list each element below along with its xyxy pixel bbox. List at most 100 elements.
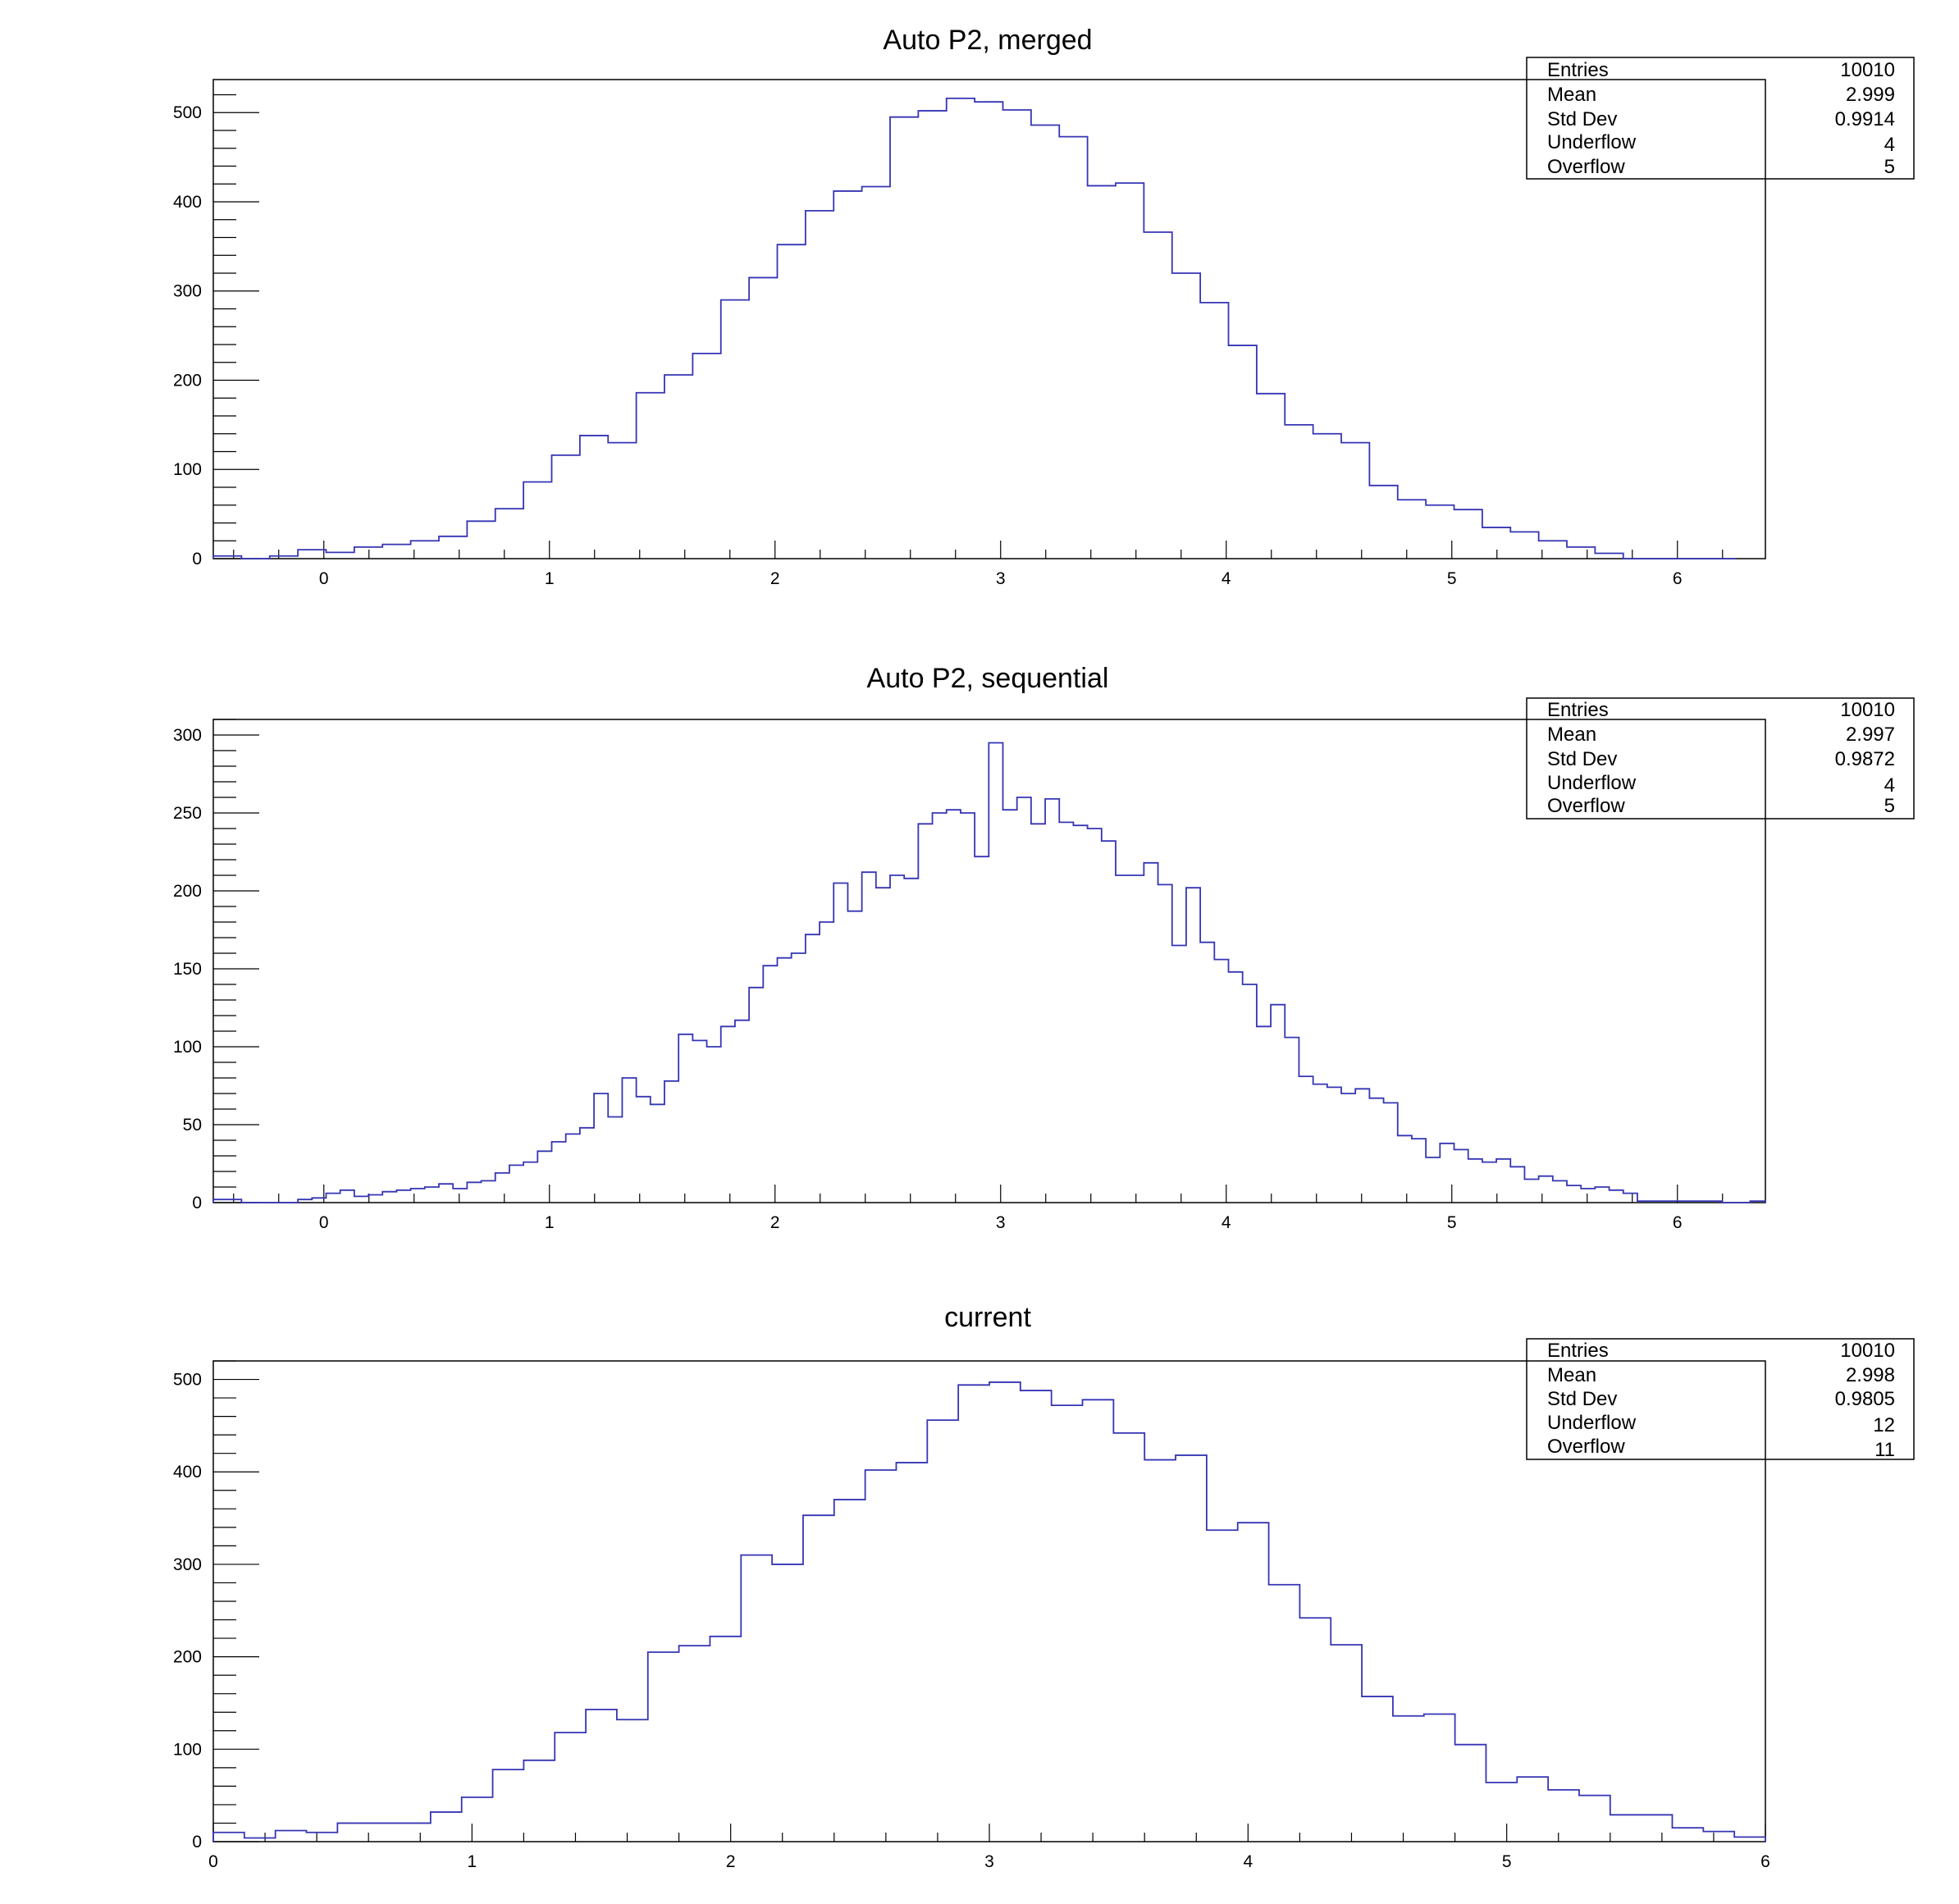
histogram-bin — [1021, 1390, 1052, 1842]
stat-label-entries: Entries — [1547, 59, 1609, 81]
histogram-bin — [876, 888, 890, 1203]
histogram-bin — [337, 1823, 368, 1842]
histogram-bin — [1200, 943, 1214, 1203]
histogram-bin — [721, 1026, 735, 1203]
histogram-bin — [679, 1646, 710, 1842]
histogram-bin — [772, 1564, 803, 1842]
histogram-bin — [555, 1733, 586, 1842]
histogram-bin — [1158, 884, 1172, 1203]
stat-label-entries: Entries — [1547, 699, 1609, 721]
histogram-bin — [382, 545, 410, 559]
histogram-bin — [400, 1823, 431, 1842]
chart-title: current — [944, 1302, 1031, 1333]
histogram-bin — [1539, 541, 1567, 559]
stats-box-frame — [1526, 697, 1915, 820]
histogram-bin — [1369, 486, 1397, 559]
histogram-bin — [1468, 1159, 1482, 1203]
histogram-bin — [1116, 183, 1144, 559]
histogram-bin — [1595, 1187, 1609, 1203]
histogram-bin — [958, 1385, 989, 1842]
y-tick-label: 50 — [183, 1116, 202, 1135]
histogram-bin — [270, 556, 298, 559]
histogram-bin — [1144, 232, 1171, 559]
histogram-bin — [1362, 1696, 1393, 1842]
histogram-bin — [692, 354, 720, 559]
histogram-bin — [1186, 888, 1200, 1203]
stat-label-underflow: Underflow — [1547, 772, 1637, 794]
histogram-bin — [495, 509, 523, 559]
stats-box: Entries 10010 Mean 2.997 Std Dev 0.9872 … — [1526, 697, 1915, 820]
histogram-bin — [1623, 1194, 1637, 1203]
histogram-bin — [918, 824, 932, 1203]
histogram-bin — [566, 1134, 580, 1203]
histogram-bin — [1680, 1201, 1694, 1203]
histogram-bin — [947, 98, 975, 559]
x-tick-label: 3 — [996, 569, 1006, 588]
histogram-bin — [1172, 273, 1200, 559]
histogram-bin — [1257, 394, 1285, 559]
histogram-bin — [820, 922, 833, 1203]
histogram-bin — [806, 934, 820, 1203]
histogram-bin — [890, 117, 918, 559]
histogram-bin — [1214, 960, 1228, 1203]
y-tick-label: 0 — [192, 550, 202, 568]
histogram-bin — [1703, 1832, 1734, 1842]
stat-value-entries: 10010 — [1840, 1340, 1895, 1362]
histogram-bin — [806, 211, 833, 559]
stat-value-overflow: 11 — [1875, 1439, 1895, 1461]
histogram-bin — [425, 1187, 439, 1203]
histogram-bin — [1045, 799, 1059, 1203]
y-tick-label: 250 — [173, 804, 202, 823]
stat-label-underflow: Underflow — [1547, 1412, 1637, 1434]
histogram-bin — [495, 1173, 509, 1203]
histogram-bin — [778, 958, 792, 1203]
histogram-bin — [368, 1823, 400, 1842]
histogram-bin — [1299, 1618, 1331, 1842]
plot-area-2: 0 50 100 150 200 250 300 0 1 2 3 4 5 6 — [173, 719, 1766, 1232]
histogram-bin — [1130, 875, 1144, 1203]
histogram-bin — [927, 1420, 958, 1842]
histogram-bin — [862, 872, 876, 1203]
histogram-bin — [865, 1470, 897, 1842]
stat-value-std-dev: 0.9914 — [1835, 108, 1895, 130]
stat-value-underflow: 4 — [1884, 774, 1895, 797]
x-tick-label: 1 — [467, 1852, 477, 1871]
histogram-bin — [1579, 1796, 1610, 1842]
histogram-bin — [1285, 1038, 1299, 1203]
histogram-bin — [312, 1198, 326, 1203]
plot-area-3: 0 100 200 300 400 500 0 1 2 3 4 5 6 — [173, 1360, 1770, 1871]
histogram-bin — [1257, 1026, 1271, 1203]
histogram-bin — [1694, 1201, 1708, 1203]
histogram-bin — [1172, 946, 1186, 1203]
histogram-bin — [298, 550, 326, 559]
histogram-bin — [439, 536, 467, 559]
histogram-bin — [1331, 1645, 1362, 1842]
histogram-bin — [1426, 1157, 1440, 1203]
histogram-bin — [749, 277, 777, 559]
histogram-bin — [1073, 825, 1087, 1203]
histogram-bin — [1116, 875, 1130, 1203]
histogram-bin — [1510, 1167, 1524, 1203]
histogram-bin — [1510, 532, 1538, 559]
histogram-bin — [664, 1081, 678, 1203]
histogram-bin — [411, 541, 439, 559]
y-tick-label: 0 — [192, 1194, 202, 1212]
histogram-bin — [523, 482, 551, 559]
stat-value-std-dev: 0.9805 — [1835, 1388, 1895, 1410]
y-tick-label: 100 — [173, 1038, 202, 1057]
histogram-bin — [1454, 509, 1482, 559]
histogram-bin — [1517, 1777, 1548, 1842]
histogram-outline — [212, 97, 1737, 559]
histogram-bin — [1369, 1098, 1383, 1203]
histogram-bin — [1455, 1745, 1486, 1842]
histogram-bin — [354, 547, 382, 559]
stats-box: Entries 10010 Mean 2.999 Std Dev 0.9914 … — [1526, 57, 1915, 180]
y-tick-label: 500 — [173, 103, 202, 122]
stat-value-underflow: 4 — [1884, 134, 1895, 156]
histogram-bin — [1144, 863, 1158, 1203]
histogram-bin — [1398, 1135, 1412, 1203]
plot-frame — [212, 719, 1766, 1203]
histogram-bin — [1651, 1201, 1665, 1203]
x-tick-label: 6 — [1760, 1852, 1770, 1871]
